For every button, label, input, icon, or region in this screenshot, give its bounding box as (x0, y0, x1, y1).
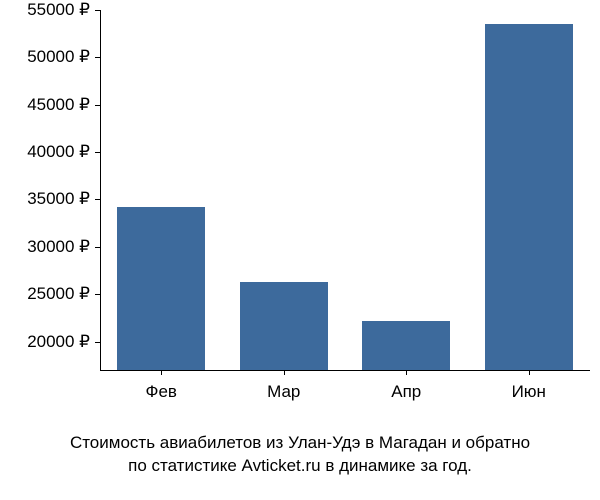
chart-caption: Стоимость авиабилетов из Улан-Удэ в Мага… (0, 432, 600, 478)
y-tick-label: 35000 ₽ (27, 189, 90, 209)
y-tick-mark (95, 247, 100, 248)
y-tick-mark (95, 152, 100, 153)
x-tick-mark (161, 370, 162, 375)
y-tick-mark (95, 294, 100, 295)
x-axis: Фев Мар Апр Июн (100, 370, 590, 410)
x-tick-label: Мар (267, 382, 300, 402)
bar (485, 24, 573, 370)
y-tick-label: 50000 ₽ (27, 47, 90, 67)
y-tick-label: 40000 ₽ (27, 142, 90, 162)
y-tick-label: 25000 ₽ (27, 284, 90, 304)
bar (362, 321, 450, 370)
y-tick-label: 55000 ₽ (27, 0, 90, 20)
price-chart: 20000 ₽ 25000 ₽ 30000 ₽ 35000 ₽ 40000 ₽ 45000… (0, 0, 600, 420)
caption-line-2: по статистике Avticket.ru в динамике за … (0, 455, 600, 478)
y-tick-label: 45000 ₽ (27, 95, 90, 115)
x-tick-label: Фев (146, 382, 177, 402)
y-tick-mark (95, 342, 100, 343)
y-tick-mark (95, 57, 100, 58)
x-tick-mark (284, 370, 285, 375)
y-axis: 20000 ₽ 25000 ₽ 30000 ₽ 35000 ₽ 40000 ₽ 45000… (0, 10, 100, 370)
bar (117, 207, 205, 370)
y-tick-mark (95, 105, 100, 106)
y-tick-mark (95, 199, 100, 200)
bar (240, 282, 328, 370)
caption-line-1: Стоимость авиабилетов из Улан-Удэ в Мага… (0, 432, 600, 455)
plot-area (100, 10, 590, 370)
x-tick-mark (529, 370, 530, 375)
y-tick-label: 20000 ₽ (27, 332, 90, 352)
x-tick-mark (406, 370, 407, 375)
x-tick-label: Июн (512, 382, 546, 402)
x-tick-label: Апр (391, 382, 421, 402)
y-tick-label: 30000 ₽ (27, 237, 90, 257)
y-tick-mark (95, 10, 100, 11)
